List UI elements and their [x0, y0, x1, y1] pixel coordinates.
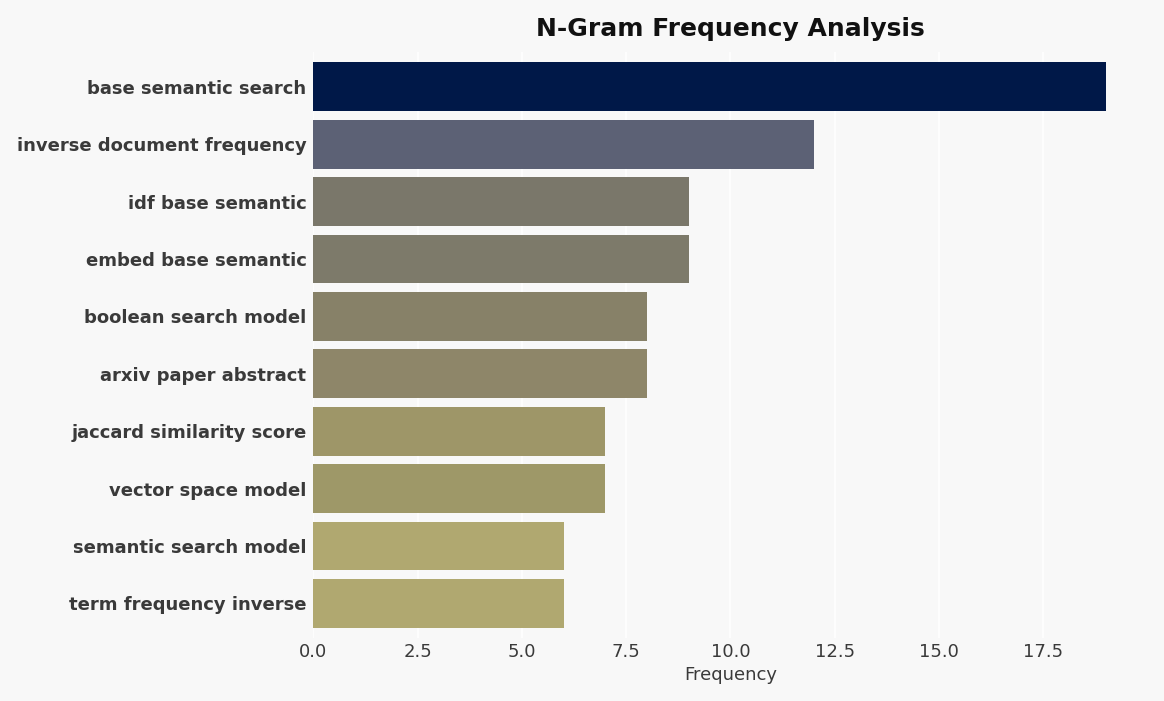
- Bar: [313, 292, 647, 341]
- Bar: [313, 349, 647, 398]
- Bar: [313, 177, 689, 226]
- Bar: [313, 235, 689, 283]
- Bar: [313, 62, 1106, 111]
- Bar: [313, 120, 814, 168]
- X-axis label: Frequency: Frequency: [683, 667, 776, 684]
- Title: N-Gram Frequency Analysis: N-Gram Frequency Analysis: [535, 17, 924, 41]
- Bar: [313, 579, 563, 628]
- Bar: [313, 407, 605, 456]
- Bar: [313, 522, 563, 571]
- Bar: [313, 464, 605, 513]
